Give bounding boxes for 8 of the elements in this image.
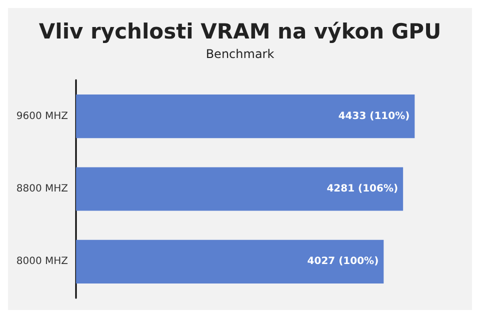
y-tick-label: 8000 MHZ	[16, 256, 68, 268]
chart-title: Vliv rychlosti VRAM na výkon GPU	[38, 20, 442, 44]
y-tick-label: 8800 MHZ	[16, 184, 68, 194]
data-label: 4281 (106%)	[326, 184, 398, 194]
chart-subtitle: Benchmark	[206, 47, 274, 61]
y-tick-label: 9600 MHZ	[16, 110, 68, 122]
data-label: 4027 (100%)	[307, 256, 379, 268]
data-label: 4433 (110%)	[338, 110, 410, 122]
